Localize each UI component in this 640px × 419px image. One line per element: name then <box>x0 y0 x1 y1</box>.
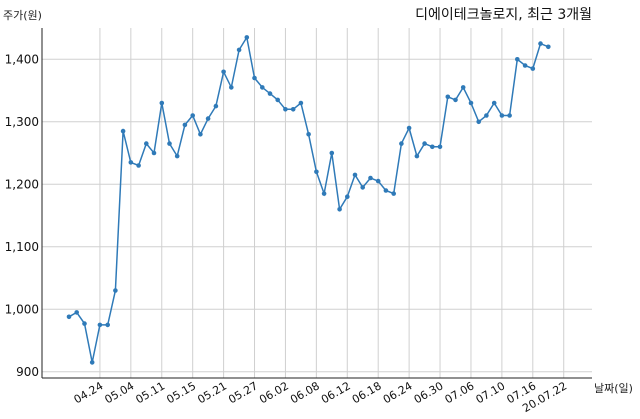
data-point-29 <box>290 107 296 112</box>
data-point-24 <box>252 75 257 81</box>
y-tick-label-3: 1,200 <box>5 177 39 191</box>
data-point-42 <box>391 191 397 196</box>
y-tick-label-1: 1,000 <box>5 302 39 316</box>
data-point-25 <box>260 85 265 90</box>
data-point-58 <box>515 57 520 62</box>
data-point-56 <box>499 113 505 118</box>
data-point-14 <box>174 153 180 159</box>
data-point-40 <box>375 178 381 184</box>
data-point-31 <box>306 132 311 137</box>
data-point-44 <box>406 125 412 131</box>
data-point-52 <box>468 100 474 106</box>
data-point-38 <box>360 185 366 190</box>
data-point-61 <box>538 41 543 46</box>
data-point-15 <box>182 122 188 128</box>
data-point-4 <box>97 322 103 328</box>
data-point-54 <box>484 113 489 118</box>
data-point-20 <box>221 69 226 75</box>
data-point-59 <box>522 63 528 68</box>
data-point-46 <box>422 141 427 146</box>
data-point-11 <box>151 150 157 156</box>
x-tick-labels: 04.2405.0405.1105.1505.2105.2706.0206.08… <box>72 379 570 415</box>
data-point-48 <box>437 144 443 150</box>
chart-title: 디에이테크놀로지, 최근 3개월 <box>415 7 592 23</box>
x-tick-label-6: 06.02 <box>257 379 291 406</box>
data-point-32 <box>314 169 319 175</box>
data-point-35 <box>337 207 342 212</box>
data-point-17 <box>198 132 203 137</box>
data-point-7 <box>120 128 126 134</box>
data-point-36 <box>345 194 350 199</box>
y-tick-label-4: 1,300 <box>5 115 39 129</box>
data-point-21 <box>229 85 234 90</box>
data-point-55 <box>491 100 497 106</box>
data-point-50 <box>453 97 458 103</box>
data-point-49 <box>445 94 451 100</box>
data-point-34 <box>329 150 335 156</box>
data-point-13 <box>167 141 172 146</box>
x-axis-label: 날짜(일) <box>594 381 633 395</box>
x-tick-label-10: 06.24 <box>381 379 415 406</box>
data-point-51 <box>460 85 466 90</box>
x-tick-label-7: 06.08 <box>288 379 322 406</box>
data-point-1 <box>74 310 79 315</box>
data-point-62 <box>546 44 551 50</box>
data-point-43 <box>399 141 404 146</box>
axes-layer <box>41 28 592 379</box>
data-point-26 <box>267 91 273 96</box>
x-tick-label-2: 05.11 <box>133 379 167 406</box>
y-tick-label-5: 1,400 <box>5 52 39 66</box>
data-point-60 <box>530 66 536 71</box>
data-point-6 <box>113 288 118 293</box>
data-point-45 <box>414 153 420 159</box>
y-tick-label-2: 1,100 <box>5 240 39 254</box>
x-tick-label-11: 06.30 <box>412 379 446 406</box>
data-point-0 <box>66 314 72 320</box>
data-point-19 <box>213 103 219 109</box>
y-axis-label: 주가(원) <box>3 9 42 22</box>
x-tick-label-9: 06.18 <box>350 379 384 406</box>
data-point-30 <box>298 100 304 106</box>
x-tick-label-5: 05.27 <box>226 379 260 406</box>
data-point-37 <box>352 172 358 178</box>
x-tick-label-4: 05.21 <box>195 379 229 406</box>
data-point-10 <box>144 141 149 146</box>
data-point-27 <box>275 97 281 103</box>
x-tick-label-1: 05.04 <box>103 379 137 406</box>
data-point-3 <box>89 360 95 365</box>
data-point-39 <box>368 175 373 181</box>
price-series-points <box>66 35 551 365</box>
data-point-8 <box>128 160 134 165</box>
x-tick-label-8: 06.12 <box>319 379 353 406</box>
y-tick-labels: 900 1,000 1,100 1,200 1,300 1,400 <box>5 52 39 379</box>
data-point-5 <box>105 322 110 328</box>
data-point-18 <box>205 116 211 121</box>
data-point-53 <box>476 119 482 125</box>
price-series-line <box>68 35 549 363</box>
x-tick-label-13: 07.10 <box>474 379 508 406</box>
data-point-33 <box>321 191 327 196</box>
data-point-41 <box>383 188 389 193</box>
data-point-22 <box>236 47 242 53</box>
y-tick-label-0: 900 <box>16 365 39 379</box>
grid-layer <box>42 28 592 378</box>
data-point-23 <box>244 35 250 40</box>
data-point-57 <box>507 113 512 118</box>
data-point-12 <box>159 100 165 106</box>
x-tick-label-3: 05.15 <box>164 379 198 406</box>
data-point-2 <box>82 321 87 326</box>
data-point-28 <box>283 107 288 112</box>
data-point-16 <box>190 113 195 118</box>
x-tick-label-12: 07.06 <box>443 379 477 406</box>
x-tick-label-0: 04.24 <box>72 379 106 406</box>
data-point-47 <box>430 144 435 150</box>
data-point-9 <box>136 163 141 168</box>
